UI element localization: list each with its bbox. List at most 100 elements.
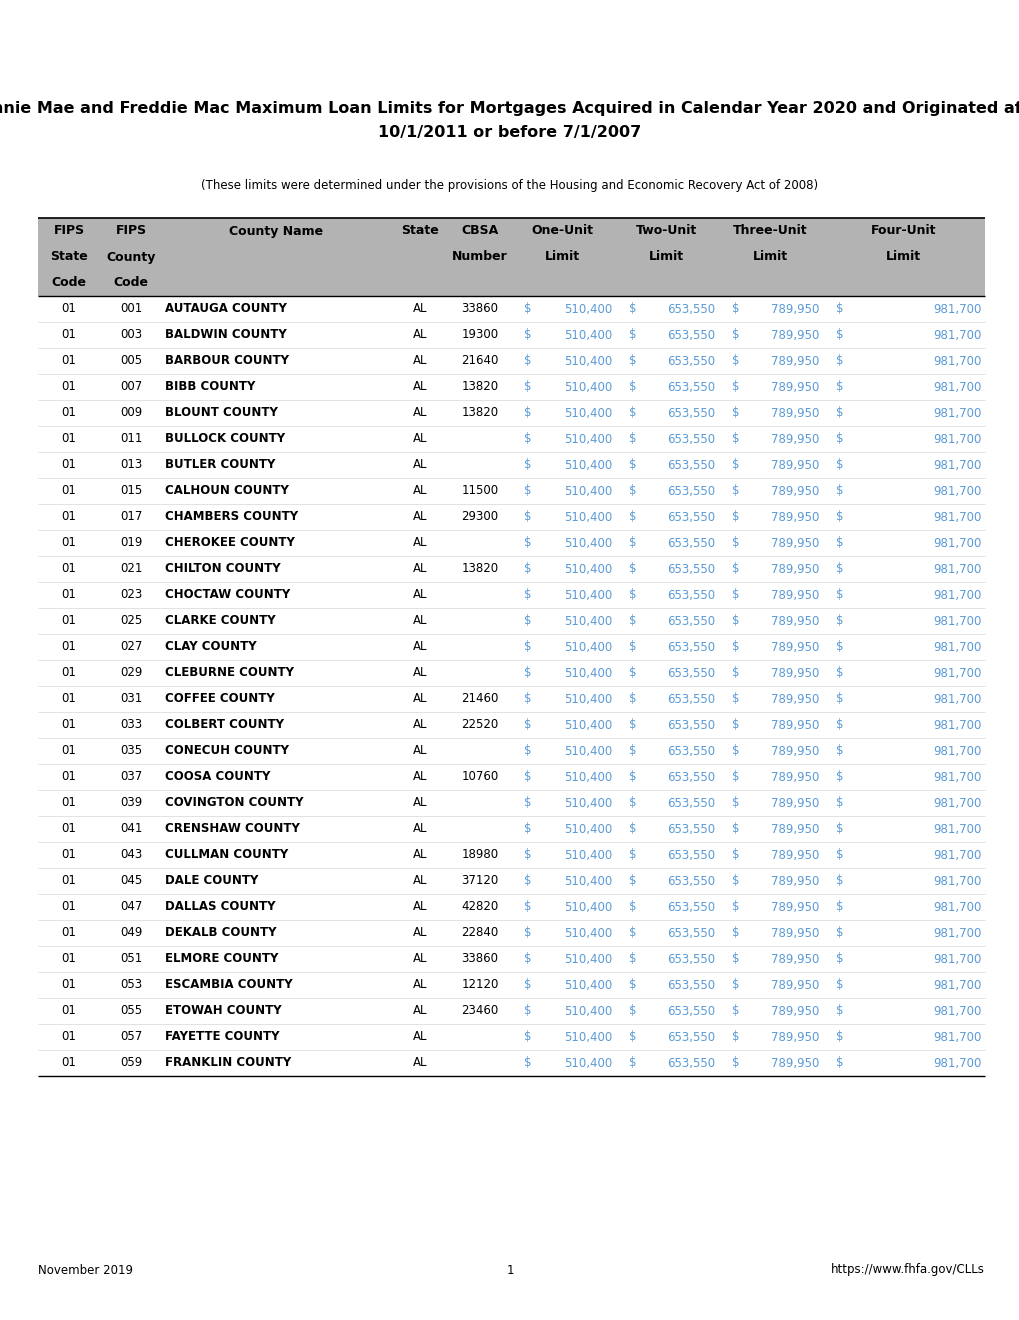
Text: 019: 019	[119, 536, 142, 549]
Text: AL: AL	[413, 953, 427, 965]
Text: $: $	[629, 484, 637, 498]
Text: AL: AL	[413, 458, 427, 471]
Text: 01: 01	[61, 640, 76, 653]
Text: $: $	[732, 380, 739, 393]
Text: 981,700: 981,700	[932, 615, 981, 627]
Text: 653,550: 653,550	[666, 433, 714, 446]
Text: 981,700: 981,700	[932, 511, 981, 524]
Text: 01: 01	[61, 329, 76, 342]
Text: 01: 01	[61, 1031, 76, 1044]
Text: 059: 059	[120, 1056, 142, 1069]
Bar	[38, 400, 984, 426]
Text: $: $	[836, 667, 843, 680]
Text: $: $	[836, 1056, 843, 1069]
Text: BUTLER COUNTY: BUTLER COUNTY	[165, 458, 275, 471]
Text: 789,950: 789,950	[770, 355, 818, 367]
Text: County Name: County Name	[228, 224, 323, 238]
Text: 789,950: 789,950	[770, 822, 818, 836]
Text: AL: AL	[413, 771, 427, 784]
Text: 789,950: 789,950	[770, 744, 818, 758]
Text: 653,550: 653,550	[666, 562, 714, 576]
Text: 789,950: 789,950	[770, 536, 818, 549]
Text: $: $	[732, 511, 739, 524]
Text: 653,550: 653,550	[666, 615, 714, 627]
Text: 021: 021	[119, 562, 142, 576]
Text: BULLOCK COUNTY: BULLOCK COUNTY	[165, 433, 285, 446]
Text: $: $	[732, 329, 739, 342]
Text: 510,400: 510,400	[564, 640, 611, 653]
Text: $: $	[629, 693, 637, 705]
Text: 025: 025	[120, 615, 142, 627]
Text: 013: 013	[120, 458, 142, 471]
Text: $: $	[524, 927, 532, 940]
Text: 510,400: 510,400	[564, 355, 611, 367]
Text: $: $	[732, 849, 739, 862]
Text: 001: 001	[120, 302, 142, 315]
Text: $: $	[629, 953, 637, 965]
Text: $: $	[629, 407, 637, 420]
Text: $: $	[836, 1005, 843, 1018]
Text: AL: AL	[413, 615, 427, 627]
Text: 510,400: 510,400	[564, 407, 611, 420]
Text: 01: 01	[61, 355, 76, 367]
Text: 049: 049	[119, 927, 142, 940]
Text: $: $	[732, 978, 739, 991]
Text: 510,400: 510,400	[564, 433, 611, 446]
Bar	[38, 556, 984, 582]
Text: 01: 01	[61, 1005, 76, 1018]
Text: 789,950: 789,950	[770, 589, 818, 602]
Text: 01: 01	[61, 953, 76, 965]
Text: 01: 01	[61, 302, 76, 315]
Text: 653,550: 653,550	[666, 771, 714, 784]
Bar	[38, 946, 984, 972]
Text: 01: 01	[61, 849, 76, 862]
Text: $: $	[836, 874, 843, 887]
Text: 12120: 12120	[461, 978, 498, 991]
Text: 33860: 33860	[461, 302, 498, 315]
Text: $: $	[629, 718, 637, 731]
Text: 789,950: 789,950	[770, 978, 818, 991]
Text: AL: AL	[413, 744, 427, 758]
Text: 045: 045	[120, 874, 142, 887]
Bar	[38, 711, 984, 738]
Text: $: $	[629, 355, 637, 367]
Text: 510,400: 510,400	[564, 900, 611, 913]
Text: AL: AL	[413, 536, 427, 549]
Text: 789,950: 789,950	[770, 407, 818, 420]
Text: CULLMAN COUNTY: CULLMAN COUNTY	[165, 849, 288, 862]
Text: 043: 043	[120, 849, 142, 862]
Text: $: $	[836, 433, 843, 446]
Text: 981,700: 981,700	[932, 849, 981, 862]
Text: CLARKE COUNTY: CLARKE COUNTY	[165, 615, 275, 627]
Text: ESCAMBIA COUNTY: ESCAMBIA COUNTY	[165, 978, 292, 991]
Text: 510,400: 510,400	[564, 744, 611, 758]
Text: 981,700: 981,700	[932, 693, 981, 705]
Text: 981,700: 981,700	[932, 978, 981, 991]
Text: AL: AL	[413, 849, 427, 862]
Text: 653,550: 653,550	[666, 978, 714, 991]
Text: 510,400: 510,400	[564, 615, 611, 627]
Text: ELMORE COUNTY: ELMORE COUNTY	[165, 953, 278, 965]
Text: $: $	[836, 927, 843, 940]
Text: 653,550: 653,550	[666, 329, 714, 342]
Text: 21640: 21640	[461, 355, 498, 367]
Text: $: $	[732, 822, 739, 836]
Text: 047: 047	[119, 900, 142, 913]
Text: DALLAS COUNTY: DALLAS COUNTY	[165, 900, 275, 913]
Text: $: $	[524, 822, 532, 836]
Text: $: $	[524, 380, 532, 393]
Text: 510,400: 510,400	[564, 562, 611, 576]
Text: 11500: 11500	[461, 484, 498, 498]
Text: 653,550: 653,550	[666, 484, 714, 498]
Text: $: $	[629, 458, 637, 471]
Text: County: County	[106, 251, 156, 264]
Text: $: $	[836, 615, 843, 627]
Text: 981,700: 981,700	[932, 874, 981, 887]
Text: $: $	[732, 562, 739, 576]
Text: 510,400: 510,400	[564, 771, 611, 784]
Text: ETOWAH COUNTY: ETOWAH COUNTY	[165, 1005, 281, 1018]
Bar	[38, 998, 984, 1024]
Text: 981,700: 981,700	[932, 900, 981, 913]
Text: Three-Unit: Three-Unit	[732, 224, 806, 238]
Text: $: $	[732, 900, 739, 913]
